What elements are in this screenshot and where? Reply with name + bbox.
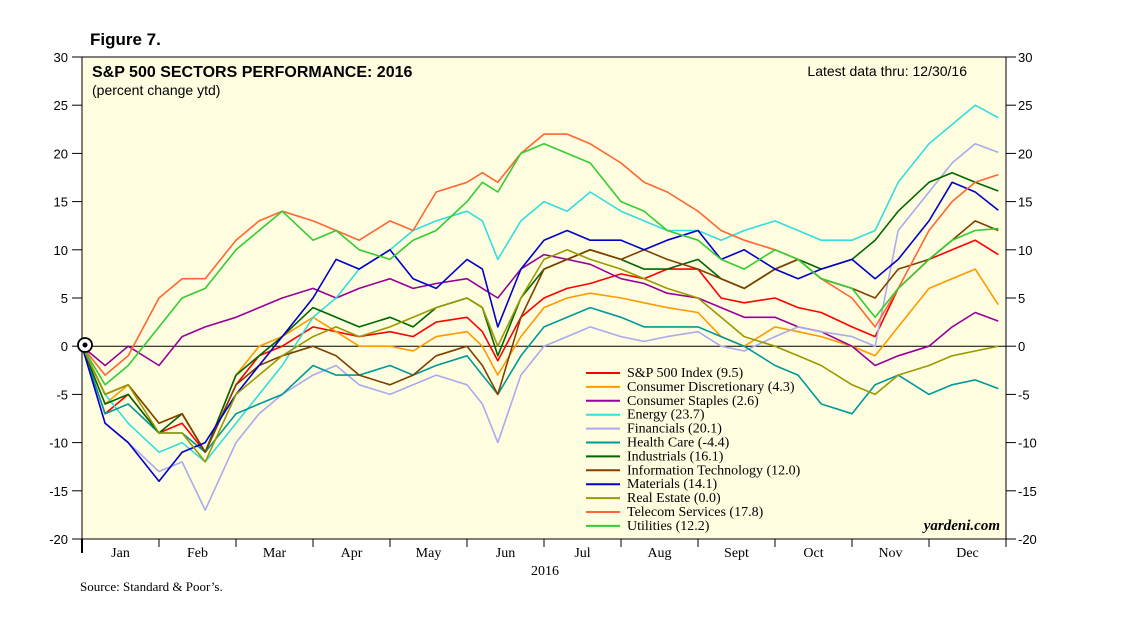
y-tick-label-left: 30 bbox=[54, 50, 68, 65]
legend-entry-label: Materials (14.1) bbox=[627, 477, 718, 492]
y-tick-label-right: 30 bbox=[1018, 50, 1032, 65]
series-lines bbox=[81, 104, 999, 511]
x-tick-label: Mar bbox=[263, 546, 287, 561]
y-tick-label-left: -10 bbox=[49, 436, 68, 451]
y-tick-label-left: 0 bbox=[61, 339, 68, 354]
series-line-5 bbox=[81, 143, 999, 511]
x-tick-label: Jun bbox=[496, 546, 515, 561]
series-line-3 bbox=[81, 253, 999, 367]
x-tick-label: Nov bbox=[878, 546, 902, 561]
series-line-9 bbox=[81, 181, 999, 483]
y-tick-label-right: 5 bbox=[1018, 291, 1025, 306]
y-tick-label-left: -20 bbox=[49, 532, 68, 547]
x-tick-label: Apr bbox=[341, 546, 363, 561]
y-tick-label-right: -10 bbox=[1018, 436, 1037, 451]
legend: S&P 500 Index (9.5)Consumer Discretionar… bbox=[586, 366, 801, 534]
legend-entry-label: Utilities (12.2) bbox=[627, 519, 710, 534]
series-line-12 bbox=[81, 143, 999, 386]
series-line-6 bbox=[81, 306, 999, 454]
x-tick-label: Sept bbox=[724, 546, 749, 561]
y-tick-label-right: 20 bbox=[1018, 146, 1032, 161]
latest-data-note: Latest data thru: 12/30/16 bbox=[807, 63, 967, 79]
series-line-1 bbox=[81, 239, 999, 454]
y-tick-label-left: 25 bbox=[54, 98, 68, 113]
x-tick-label: Feb bbox=[187, 546, 208, 561]
source-note: Source: Standard & Poor’s. bbox=[80, 579, 223, 594]
legend-entry-label: Real Estate (0.0) bbox=[627, 491, 721, 506]
series-line-4 bbox=[81, 104, 999, 463]
origin-marker-icon bbox=[77, 337, 93, 353]
y-tick-label-right: 0 bbox=[1018, 339, 1025, 354]
y-tick-label-left: -15 bbox=[49, 484, 68, 499]
legend-entry-label: Health Care (-4.4) bbox=[627, 436, 730, 451]
x-tick-label: May bbox=[416, 546, 442, 561]
series-line-11 bbox=[81, 133, 999, 376]
y-tick-label-left: 20 bbox=[54, 146, 68, 161]
legend-entry-label: Information Technology (12.0) bbox=[627, 463, 801, 478]
x-axis-year-label: 2016 bbox=[531, 564, 559, 579]
legend-entry-label: Telecom Services (17.8) bbox=[627, 505, 764, 520]
y-tick-label-right: -20 bbox=[1018, 532, 1037, 547]
chart-subtitle: (percent change ytd) bbox=[92, 82, 220, 98]
legend-entry-label: Energy (23.7) bbox=[627, 408, 705, 423]
y-tick-label-left: -5 bbox=[56, 387, 68, 402]
x-tick-label: Jul bbox=[574, 546, 590, 561]
legend-entry-label: Industrials (16.1) bbox=[627, 449, 724, 464]
legend-entry-label: Financials (20.1) bbox=[627, 422, 722, 437]
chart-title: S&P 500 SECTORS PERFORMANCE: 2016 bbox=[92, 64, 413, 81]
y-tick-label-left: 5 bbox=[61, 291, 68, 306]
y-tick-label-right: 25 bbox=[1018, 98, 1032, 113]
x-tick-label: Oct bbox=[803, 546, 823, 561]
legend-entry-label: Consumer Discretionary (4.3) bbox=[627, 380, 795, 395]
y-tick-label-right: -15 bbox=[1018, 484, 1037, 499]
series-line-10 bbox=[81, 249, 999, 463]
x-tick-label: Dec bbox=[956, 546, 979, 561]
y-tick-label-right: 10 bbox=[1018, 243, 1032, 258]
legend-entry-label: Consumer Staples (2.6) bbox=[627, 394, 759, 409]
legend-entry-label: S&P 500 Index (9.5) bbox=[627, 366, 743, 381]
watermark: yardeni.com bbox=[922, 518, 1000, 534]
x-tick-label: Jan bbox=[111, 546, 130, 561]
figure-label: Figure 7. bbox=[90, 30, 161, 49]
y-tick-label-right: 15 bbox=[1018, 195, 1032, 210]
y-tick-label-left: 10 bbox=[54, 243, 68, 258]
x-tick-label: Aug bbox=[647, 546, 671, 561]
y-tick-label-right: -5 bbox=[1018, 387, 1030, 402]
y-tick-label-left: 15 bbox=[54, 195, 68, 210]
